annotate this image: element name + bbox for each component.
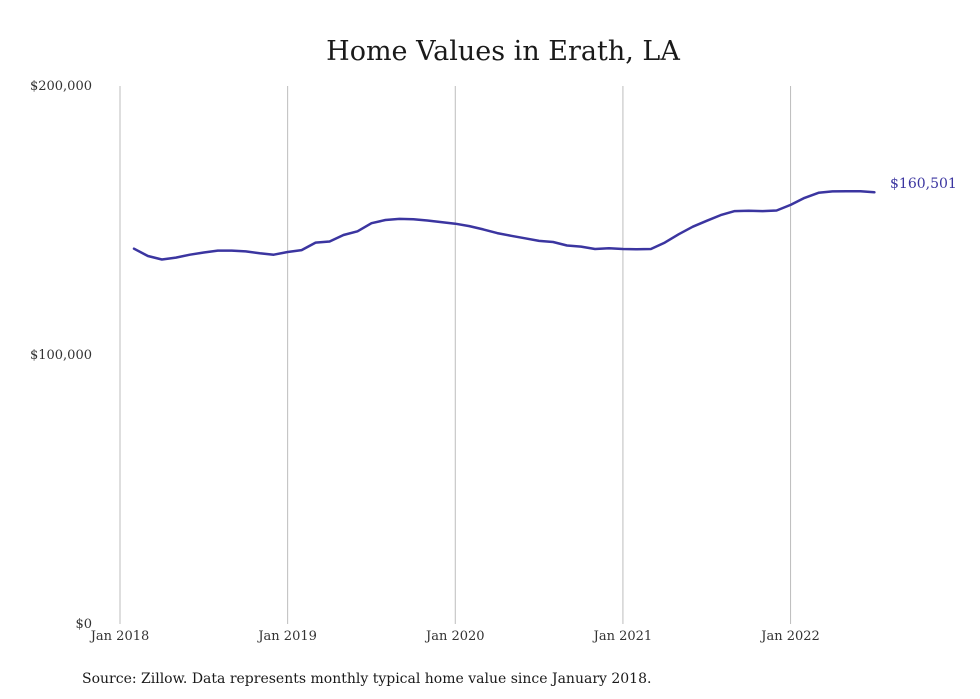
y-tick-label: $200,000: [30, 79, 92, 94]
last-value-label: $160,501: [890, 176, 957, 192]
grid-layer: [119, 86, 792, 624]
x-tick-label: Jan 2019: [256, 629, 317, 644]
x-tick-label: Jan 2018: [89, 629, 150, 644]
x-tick-label: Jan 2022: [759, 629, 820, 644]
x-tick-label: Jan 2021: [592, 629, 653, 644]
y-tick-label: $100,000: [30, 348, 92, 363]
y-axis-tick-labels: $0 $100,000 $200,000: [30, 79, 92, 632]
x-axis-tick-labels: Jan 2018 Jan 2019 Jan 2020 Jan 2021 Jan 2022: [89, 629, 820, 644]
y-tick-label: $0: [75, 617, 92, 632]
home-value-line: [132, 189, 876, 261]
source-note: Source: Zillow. Data represents monthly …: [82, 671, 651, 687]
chart-title: Home Values in Erath, LA: [326, 36, 680, 67]
x-tick-label: Jan 2020: [424, 629, 485, 644]
